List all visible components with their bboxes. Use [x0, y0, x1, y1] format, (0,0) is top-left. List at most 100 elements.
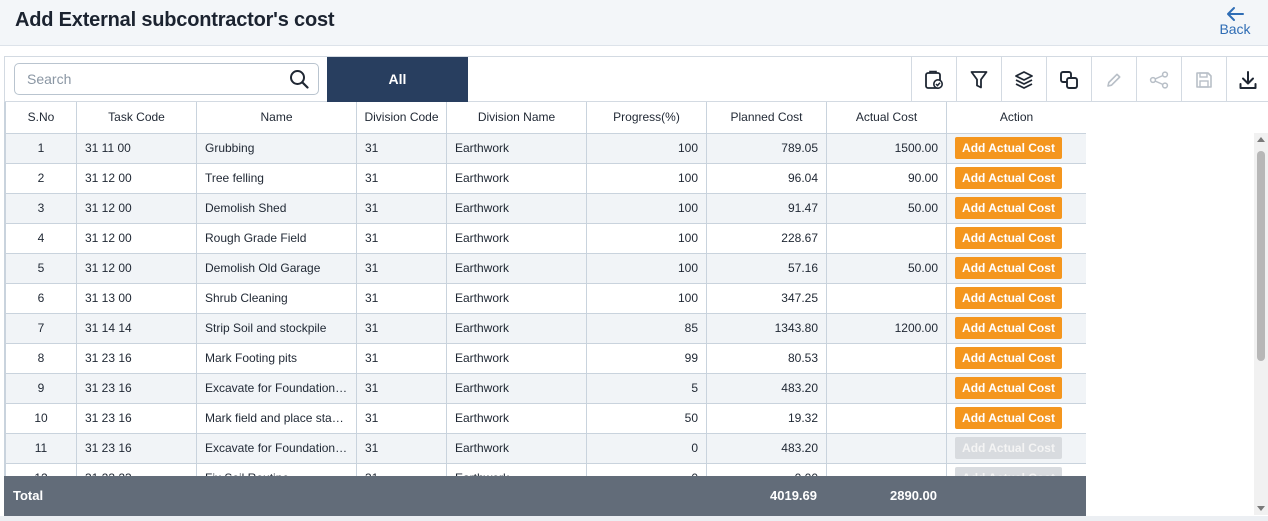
- cell-sno: 7: [5, 312, 77, 344]
- download-button[interactable]: [1226, 57, 1268, 102]
- cell-sno: 11: [5, 432, 77, 464]
- cell-division-code: 31: [356, 432, 447, 464]
- cell-progress: 100: [586, 282, 707, 314]
- cell-division-code: 31: [356, 312, 447, 344]
- layers-button[interactable]: [1001, 57, 1046, 102]
- save-icon: [1196, 71, 1212, 88]
- cell-actual-cost: 1200.00: [826, 312, 947, 344]
- checklist-button[interactable]: [911, 57, 956, 102]
- back-label: Back: [1219, 21, 1251, 37]
- tab-all[interactable]: All: [327, 57, 468, 102]
- table-row[interactable]: 9 31 23 16 Excavate for Foundation -... 31 E…: [5, 372, 1086, 404]
- cell-planned-cost: 57.16: [706, 252, 827, 284]
- cell-division-name: Earthwork: [446, 402, 587, 434]
- vertical-scrollbar[interactable]: [1254, 133, 1268, 515]
- col-progress[interactable]: Progress(%): [586, 102, 707, 134]
- download-icon: [1239, 70, 1256, 89]
- table-row[interactable]: 5 31 12 00 Demolish Old Garage 31 Earthwork 1…: [5, 252, 1086, 284]
- cell-task-code: 31 11 00: [76, 132, 197, 164]
- table-header-row: S.No Task Code Name Division Code Divisi…: [5, 102, 1086, 134]
- cell-action: Add Actual Cost: [946, 402, 1086, 434]
- add-actual-cost-button[interactable]: Add Actual Cost: [955, 257, 1062, 279]
- cell-division-name: Earthwork: [446, 372, 587, 404]
- add-actual-cost-button[interactable]: Add Actual Cost: [955, 407, 1062, 429]
- cell-division-name: Earthwork: [446, 222, 587, 254]
- filter-icon: [970, 70, 988, 88]
- cell-name: Demolish Old Garage: [196, 252, 357, 284]
- table-row[interactable]: 3 31 12 00 Demolish Shed 31 Earthwork 100 91.4…: [5, 192, 1086, 224]
- cell-planned-cost: 1343.80: [706, 312, 827, 344]
- cell-name: Demolish Shed: [196, 192, 357, 224]
- cell-division-name: Earthwork: [446, 192, 587, 224]
- cell-progress: 100: [586, 192, 707, 224]
- table-row[interactable]: 8 31 23 16 Mark Footing pits 31 Earthwork 99 8…: [5, 342, 1086, 374]
- cell-task-code: 31 12 00: [76, 162, 197, 194]
- col-division-name[interactable]: Division Name: [446, 102, 587, 134]
- cell-sno: 8: [5, 342, 77, 374]
- col-sno[interactable]: S.No: [5, 102, 77, 134]
- cell-division-name: Earthwork: [446, 432, 587, 464]
- copy-icon: [1060, 70, 1078, 89]
- add-actual-cost-button[interactable]: Add Actual Cost: [955, 317, 1062, 339]
- page-header: Add External subcontractor's cost Back: [0, 0, 1268, 46]
- cell-sno: 3: [5, 192, 77, 224]
- col-planned-cost[interactable]: Planned Cost: [706, 102, 827, 134]
- edit-icon: [1107, 73, 1121, 87]
- edit-button[interactable]: [1091, 57, 1136, 102]
- share-button[interactable]: [1136, 57, 1181, 102]
- add-actual-cost-button[interactable]: Add Actual Cost: [955, 347, 1062, 369]
- cell-progress: 50: [586, 402, 707, 434]
- total-planned-cost: 4019.69: [770, 488, 817, 503]
- table-row[interactable]: 7 31 14 14 Strip Soil and stockpile 31 Earth…: [5, 312, 1086, 344]
- copy-button[interactable]: [1046, 57, 1091, 102]
- cell-action: Add Actual Cost: [946, 192, 1086, 224]
- add-actual-cost-button[interactable]: Add Actual Cost: [955, 167, 1062, 189]
- cell-name: Grubbing: [196, 132, 357, 164]
- col-division-code[interactable]: Division Code: [356, 102, 447, 134]
- cell-progress: 85: [586, 312, 707, 344]
- cell-planned-cost: 483.20: [706, 372, 827, 404]
- back-button[interactable]: Back: [1218, 6, 1252, 37]
- toolbar: All: [4, 56, 1268, 102]
- add-actual-cost-button[interactable]: Add Actual Cost: [955, 137, 1062, 159]
- col-task-code[interactable]: Task Code: [76, 102, 197, 134]
- search-icon[interactable]: [289, 69, 309, 89]
- cost-table-container: S.No Task Code Name Division Code Divisi…: [4, 102, 1086, 515]
- table-row[interactable]: 4 31 12 00 Rough Grade Field 31 Earthwork 100…: [5, 222, 1086, 254]
- cell-progress: 99: [586, 342, 707, 374]
- cell-progress: 100: [586, 222, 707, 254]
- cell-division-code: 31: [356, 132, 447, 164]
- filter-button[interactable]: [956, 57, 1001, 102]
- table-row[interactable]: 11 31 23 16 Excavate for Foundation -... 31…: [5, 432, 1086, 464]
- cell-progress: 100: [586, 132, 707, 164]
- table-row[interactable]: 10 31 23 16 Mark field and place stakes 31 E…: [5, 402, 1086, 434]
- table-row[interactable]: 1 31 11 00 Grubbing 31 Earthwork 100 789.05 150…: [5, 132, 1086, 164]
- scroll-thumb[interactable]: [1257, 151, 1265, 361]
- cell-name: Strip Soil and stockpile: [196, 312, 357, 344]
- cell-task-code: 31 23 16: [76, 432, 197, 464]
- cell-progress: 0: [586, 432, 707, 464]
- cell-planned-cost: 96.04: [706, 162, 827, 194]
- cell-name: Mark field and place stakes: [196, 402, 357, 434]
- save-button[interactable]: [1181, 57, 1226, 102]
- scroll-down-arrow-icon[interactable]: [1257, 506, 1265, 511]
- page-title: Add External subcontractor's cost: [15, 9, 335, 31]
- scroll-up-arrow-icon[interactable]: [1257, 137, 1265, 142]
- cell-planned-cost: 91.47: [706, 192, 827, 224]
- add-actual-cost-button[interactable]: Add Actual Cost: [955, 287, 1062, 309]
- cell-actual-cost: 50.00: [826, 192, 947, 224]
- cell-sno: 5: [5, 252, 77, 284]
- cell-sno: 1: [5, 132, 77, 164]
- table-row[interactable]: 6 31 13 00 Shrub Cleaning 31 Earthwork 100 347…: [5, 282, 1086, 314]
- add-actual-cost-button[interactable]: Add Actual Cost: [955, 377, 1062, 399]
- col-name[interactable]: Name: [196, 102, 357, 134]
- add-actual-cost-button[interactable]: Add Actual Cost: [955, 197, 1062, 219]
- cell-sno: 4: [5, 222, 77, 254]
- checklist-icon: [925, 70, 943, 89]
- add-actual-cost-button[interactable]: Add Actual Cost: [955, 437, 1062, 459]
- table-row[interactable]: 2 31 12 00 Tree felling 31 Earthwork 100 96.04…: [5, 162, 1086, 194]
- col-actual-cost[interactable]: Actual Cost: [826, 102, 947, 134]
- search-input[interactable]: [15, 64, 280, 94]
- add-actual-cost-button[interactable]: Add Actual Cost: [955, 227, 1062, 249]
- cell-division-code: 31: [356, 372, 447, 404]
